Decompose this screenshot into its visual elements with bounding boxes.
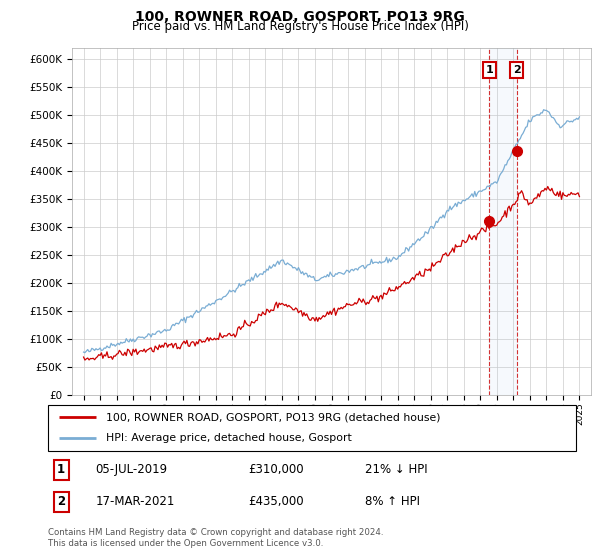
Text: 17-MAR-2021: 17-MAR-2021	[95, 496, 175, 508]
Text: 2: 2	[57, 496, 65, 508]
FancyBboxPatch shape	[48, 405, 576, 451]
Text: HPI: Average price, detached house, Gosport: HPI: Average price, detached house, Gosp…	[106, 433, 352, 444]
Text: 100, ROWNER ROAD, GOSPORT, PO13 9RG: 100, ROWNER ROAD, GOSPORT, PO13 9RG	[135, 10, 465, 24]
Text: Price paid vs. HM Land Registry's House Price Index (HPI): Price paid vs. HM Land Registry's House …	[131, 20, 469, 33]
Text: £435,000: £435,000	[248, 496, 304, 508]
Text: 1: 1	[57, 463, 65, 476]
Text: 8% ↑ HPI: 8% ↑ HPI	[365, 496, 420, 508]
Text: 1: 1	[485, 65, 493, 75]
Text: 100, ROWNER ROAD, GOSPORT, PO13 9RG (detached house): 100, ROWNER ROAD, GOSPORT, PO13 9RG (det…	[106, 412, 440, 422]
Text: 21% ↓ HPI: 21% ↓ HPI	[365, 463, 427, 476]
Text: 05-JUL-2019: 05-JUL-2019	[95, 463, 167, 476]
Text: 2: 2	[513, 65, 521, 75]
Bar	[489, 48, 517, 395]
Text: Contains HM Land Registry data © Crown copyright and database right 2024.
This d: Contains HM Land Registry data © Crown c…	[48, 528, 383, 548]
Text: £310,000: £310,000	[248, 463, 304, 476]
